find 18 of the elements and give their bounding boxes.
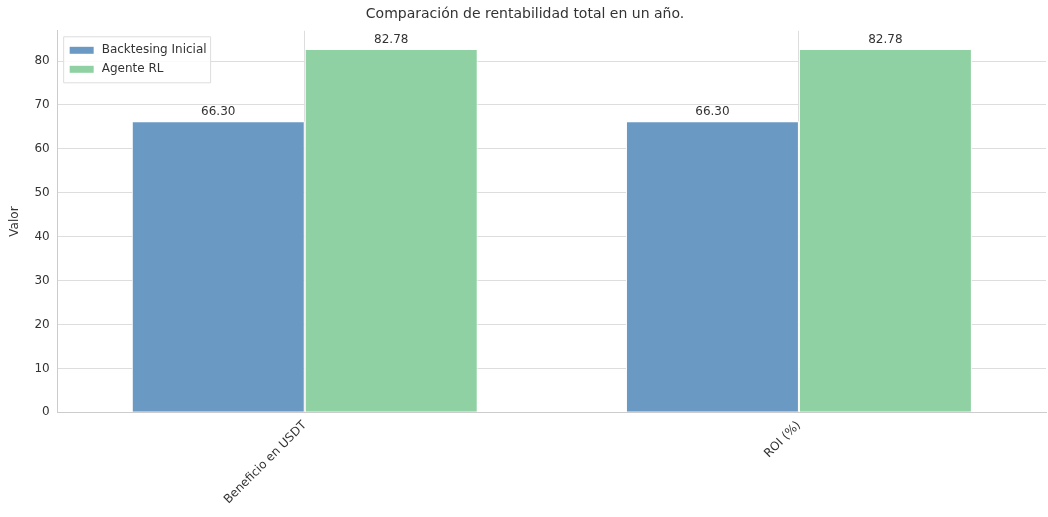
y-tick-label: 0 (42, 404, 50, 419)
data-label: 66.30 (201, 104, 236, 119)
y-tick-label: 50 (34, 184, 50, 199)
y-axis-title: Valor (7, 206, 22, 237)
x-tick-label: ROI (%) (760, 417, 804, 461)
y-tick-label: 60 (34, 141, 50, 156)
y-tick-label: 30 (34, 272, 50, 287)
data-label: 82.78 (868, 32, 903, 47)
chart-title: Comparación de rentabilidad total en un año. (365, 5, 685, 22)
y-tick-label: 10 (34, 360, 50, 375)
legend-label: Backtesing Inicial (101, 42, 207, 57)
y-tick-label: 20 (34, 316, 50, 331)
legend-label: Agente RL (101, 61, 164, 76)
y-tick-label: 80 (34, 53, 50, 68)
data-label: 66.30 (695, 104, 730, 119)
y-tick-label: 70 (34, 97, 50, 112)
data-label: 82.78 (374, 32, 409, 47)
y-tick-label: 40 (34, 228, 50, 243)
